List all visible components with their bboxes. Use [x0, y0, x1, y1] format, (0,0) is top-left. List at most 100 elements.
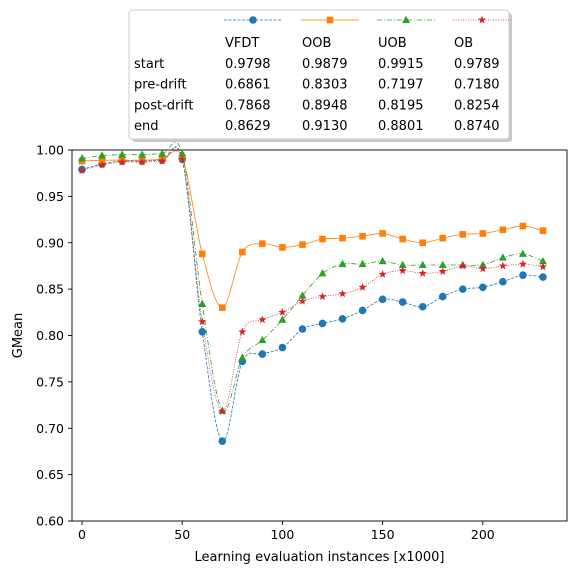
legend-label-oob: OOB [302, 36, 331, 51]
data-point [278, 343, 287, 352]
y-tick-label: 0.60 [36, 514, 64, 529]
data-point [499, 277, 507, 286]
data-point [198, 327, 207, 336]
legend-box [128, 9, 510, 140]
data-point [499, 226, 507, 234]
data-point [298, 291, 307, 299]
data-point [438, 292, 447, 301]
table-row-label: start [134, 57, 164, 72]
y-tick-label: 0.75 [36, 374, 64, 389]
data-point [238, 327, 247, 336]
data-point [318, 269, 327, 277]
series-line-ob [81, 147, 544, 412]
data-point [439, 234, 447, 242]
series-line-vfdt [81, 146, 543, 442]
y-tick-label: 0.85 [36, 282, 64, 297]
data-point [178, 149, 187, 157]
legend-label-vfdt: VFDT [225, 36, 259, 51]
table-cell: 0.8948 [302, 98, 348, 113]
data-point [398, 260, 407, 269]
table-cell: 0.6861 [225, 78, 271, 93]
table-row-label: pre-drift [134, 78, 187, 93]
data-point [279, 244, 286, 251]
data-point [318, 292, 327, 301]
data-point [478, 260, 487, 269]
data-point [338, 259, 347, 268]
table-cell: 0.7197 [378, 78, 424, 93]
y-tick-label: 0.90 [36, 235, 64, 250]
data-point [198, 317, 207, 326]
y-tick-label: 0.95 [36, 189, 64, 204]
data-point [438, 267, 447, 275]
x-tick-label: 100 [270, 527, 294, 542]
data-point [319, 235, 326, 243]
data-point [498, 261, 507, 270]
data-point [298, 325, 307, 333]
data-point [378, 257, 387, 265]
data-point [539, 273, 547, 281]
data-point [358, 282, 367, 291]
data-point [518, 259, 527, 268]
data-point [358, 259, 367, 268]
data-point [118, 157, 127, 166]
data-point [299, 241, 306, 248]
data-point [218, 437, 227, 446]
table-cell: 0.8629 [225, 119, 271, 134]
data-point [258, 350, 267, 358]
plot-area [71, 149, 568, 522]
series-ob [77, 147, 548, 416]
plot-border [71, 149, 568, 522]
legend-marker-vfdt [249, 16, 257, 24]
series-vfdt [78, 146, 547, 446]
data-point [519, 222, 527, 230]
x-axis-label: Learning evaluation instances [x1000] [195, 550, 445, 565]
table-cell: 0.8740 [454, 119, 500, 134]
data-point [97, 160, 107, 169]
data-point [459, 231, 467, 238]
series-oob [78, 150, 547, 311]
y-axis-label: GMean [11, 313, 26, 359]
data-point [438, 260, 447, 269]
table-row-label: end [134, 119, 159, 134]
table-cell: 0.9915 [378, 57, 424, 72]
y-tick-label: 0.80 [36, 328, 64, 343]
data-point [318, 319, 327, 328]
data-point [158, 156, 167, 165]
data-point [478, 264, 487, 273]
data-point [378, 269, 387, 278]
data-point [298, 296, 307, 305]
data-point [339, 234, 346, 242]
data-point [378, 295, 387, 304]
x-tick-label: 200 [471, 527, 495, 542]
data-point [359, 232, 366, 240]
data-point [398, 298, 407, 306]
data-point [379, 230, 386, 237]
data-point [198, 250, 206, 258]
y-tick-label: 0.70 [36, 421, 64, 436]
data-point [338, 315, 347, 323]
data-point [338, 289, 347, 298]
legend-table: VFDT OOB UOB OB start 0.9798 0.9879 0.9915 0.978… [128, 9, 512, 142]
data-point [258, 315, 267, 324]
series-layer [77, 142, 548, 446]
series-uob [78, 142, 547, 414]
legend-marker-uob [402, 15, 410, 23]
data-point [259, 240, 266, 247]
data-point [219, 304, 226, 311]
data-point [398, 266, 407, 275]
data-point [278, 315, 287, 323]
data-point [538, 262, 548, 271]
data-point [539, 227, 547, 234]
series-line-uob [81, 142, 544, 412]
y-tick-label: 0.65 [36, 467, 64, 482]
data-point [98, 151, 107, 159]
table-cell: 0.9789 [454, 57, 500, 72]
table-row-label: post-drift [134, 98, 193, 113]
data-point [538, 257, 547, 265]
data-point [458, 285, 467, 293]
data-point [458, 261, 467, 270]
data-point [358, 306, 367, 315]
x-tick-label: 50 [174, 527, 190, 542]
data-point [399, 235, 406, 243]
data-point [198, 299, 207, 307]
